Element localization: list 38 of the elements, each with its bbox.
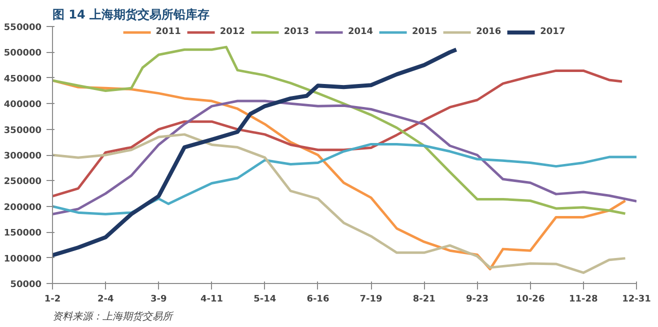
x-tick-label: 8-21 (412, 294, 436, 304)
y-tick-label: 350000 (4, 126, 42, 136)
y-tick-label: 400000 (4, 100, 42, 110)
legend-label: 2015 (412, 27, 438, 37)
x-tick-label: 2-4 (97, 294, 114, 304)
x-tick-label: 12-31 (622, 294, 651, 304)
line-series (52, 133, 626, 274)
y-tick-label: 250000 (4, 177, 42, 188)
x-tick-label: 5-14 (254, 294, 276, 304)
y-tick-label: 500000 (4, 48, 42, 59)
y-tick-label: 550000 (4, 23, 42, 33)
x-tick-label: 11-28 (569, 294, 598, 304)
y-tick-label: 50000 (10, 280, 42, 290)
x-tick-label: 7-19 (360, 294, 382, 304)
chart-title: 图 14 上海期货交易所铅库存 (52, 8, 210, 22)
line-series (52, 46, 626, 215)
x-tick-label: 9-23 (466, 294, 488, 304)
legend-label: 2013 (284, 27, 309, 37)
legend-label: 2016 (476, 27, 502, 37)
legend-label: 2017 (540, 27, 566, 37)
y-tick-label: 150000 (4, 228, 42, 239)
text: 资料来源：上海期货交易所 (52, 310, 174, 322)
y-tick-label: 300000 (4, 152, 42, 162)
line-series (52, 48, 458, 258)
legend-label: 2014 (348, 27, 374, 37)
y-tick-label: 200000 (4, 202, 42, 213)
legend-label: 2012 (220, 27, 245, 37)
y-tick-label: 100000 (4, 254, 42, 264)
line-series (52, 69, 624, 198)
x-tick-label: 3-9 (150, 294, 167, 304)
x-tick-label: 6-16 (306, 294, 330, 304)
x-tick-label: 10-26 (516, 294, 545, 304)
x-tick-label: 1-2 (44, 294, 61, 304)
line-series (52, 142, 636, 216)
x-tick-label: 4-11 (200, 294, 224, 304)
line-series (52, 100, 636, 216)
y-tick-label: 450000 (4, 74, 42, 84)
legend-label: 2011 (156, 27, 181, 37)
